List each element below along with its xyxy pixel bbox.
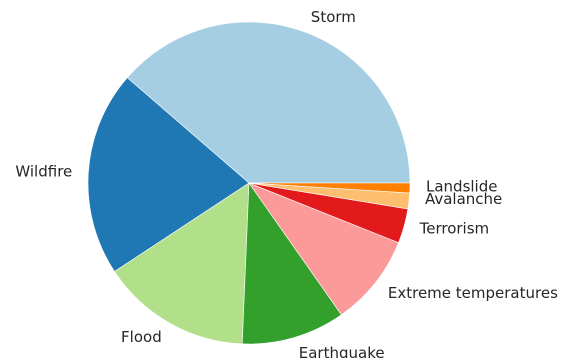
pie-slices — [87, 21, 411, 345]
slice-label-flood: Flood — [121, 328, 162, 346]
pie-slice-wildfire — [87, 77, 250, 272]
slice-label-wildfire: Wildfire — [15, 162, 72, 180]
slice-label-terrorism: Terrorism — [419, 219, 490, 237]
pie-slice-flood — [114, 182, 250, 345]
slice-label-avalanche: Avalanche — [425, 190, 502, 208]
slice-label-earthquake: Earthquake — [299, 344, 385, 358]
slice-label-extreme-temperatures: Extreme temperatures — [388, 284, 558, 302]
pie-slice-earthquake — [241, 182, 342, 345]
slice-label-landslide: Landslide — [426, 178, 497, 196]
slice-label-storm: Storm — [311, 8, 356, 26]
pie-slice-extreme-temperatures — [248, 182, 399, 316]
pie-slice-storm — [126, 21, 411, 184]
pie-slice-landslide — [248, 182, 411, 194]
pie-labels: Storm Wildfire Flood Earthquake Extreme temp… — [15, 8, 558, 358]
